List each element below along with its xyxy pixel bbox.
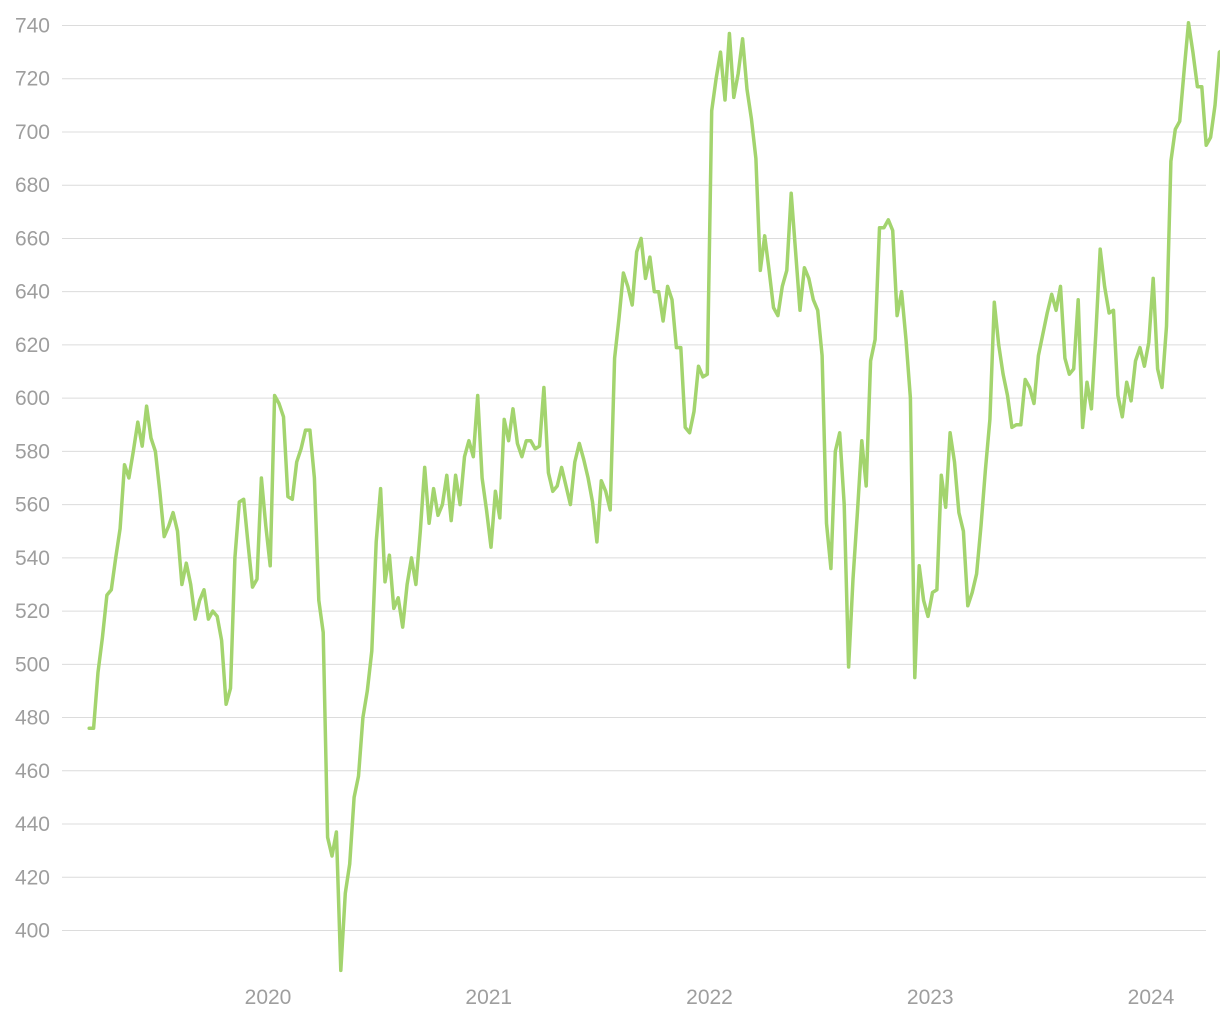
y-tick-label-640: 640 bbox=[15, 281, 50, 304]
x-axis: 2020 2021 2022 2023 2024 bbox=[245, 986, 1175, 1009]
x-tick-label-2020: 2020 bbox=[245, 986, 292, 1009]
x-tick-label-2023: 2023 bbox=[907, 986, 954, 1009]
y-tick-label-620: 620 bbox=[15, 334, 50, 357]
y-tick-label-540: 540 bbox=[15, 547, 50, 570]
y-tick-label-440: 440 bbox=[15, 813, 50, 836]
y-tick-label-580: 580 bbox=[15, 440, 50, 463]
y-tick-label-520: 520 bbox=[15, 600, 50, 623]
y-tick-label-700: 700 bbox=[15, 121, 50, 144]
y-tick-label-460: 460 bbox=[15, 760, 50, 783]
plot-area bbox=[87, 21, 1220, 973]
y-tick-label-420: 420 bbox=[15, 866, 50, 889]
y-tick-label-680: 680 bbox=[15, 174, 50, 197]
gridlines bbox=[62, 25, 1206, 931]
y-tick-label-740: 740 bbox=[15, 15, 50, 38]
x-tick-label-2022: 2022 bbox=[686, 986, 733, 1009]
y-tick-label-560: 560 bbox=[15, 494, 50, 517]
x-tick-label-2024: 2024 bbox=[1128, 986, 1175, 1009]
x-tick-label-2021: 2021 bbox=[465, 986, 512, 1009]
y-tick-label-720: 720 bbox=[15, 68, 50, 91]
y-tick-label-480: 480 bbox=[15, 707, 50, 730]
y-tick-label-600: 600 bbox=[15, 387, 50, 410]
series-line-0 bbox=[87, 21, 1220, 973]
y-tick-label-500: 500 bbox=[15, 653, 50, 676]
y-axis: 400 420 440 460 480 500 520 540 560 580 600 620 640 6… bbox=[15, 15, 50, 943]
y-tick-label-400: 400 bbox=[15, 920, 50, 943]
y-tick-label-660: 660 bbox=[15, 227, 50, 250]
